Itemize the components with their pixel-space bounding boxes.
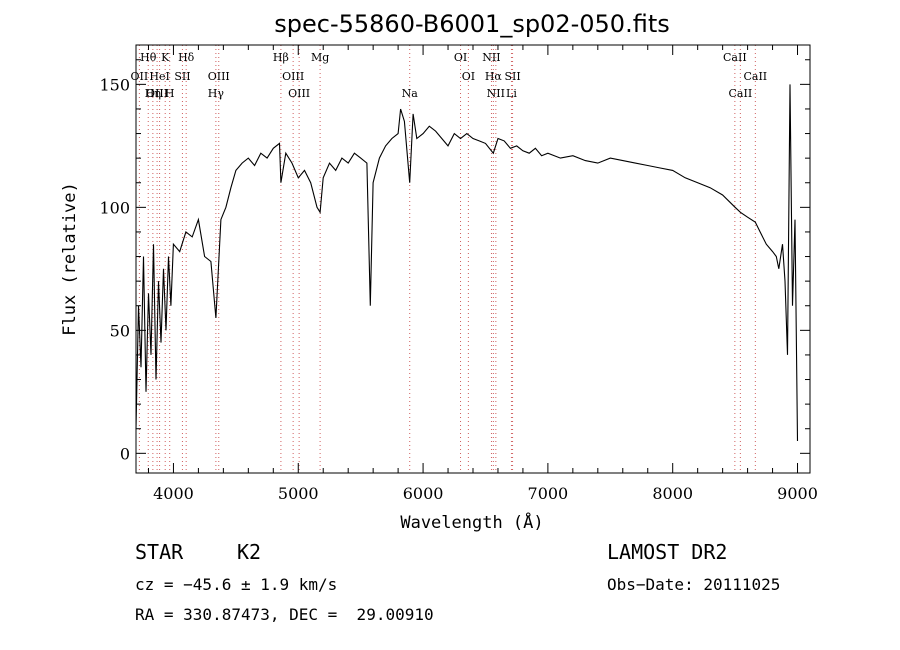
spectral-line-label: Hη xyxy=(145,87,161,100)
y-tick-label: 150 xyxy=(99,75,130,94)
spectral-line-label: CaII xyxy=(723,51,747,64)
object-subclass: K2 xyxy=(237,540,262,564)
spectral-line-label: Hθ xyxy=(140,51,157,64)
spectral-line-label: SII xyxy=(504,70,520,83)
y-axis: 0 50 100 150 xyxy=(99,59,810,463)
x-tick-label: 5000 xyxy=(278,484,319,503)
spectral-line-label: K xyxy=(161,51,170,64)
redshift-cz: cz = −45.6 ± 1.9 km/s xyxy=(135,575,338,594)
spectral-line-label: Hβ xyxy=(273,51,289,64)
spectral-line-label: OI xyxy=(462,70,475,83)
spectral-line-label: Hα xyxy=(485,70,503,83)
chart-title: spec-55860-B6001_sp02-050.fits xyxy=(274,10,669,38)
spectral-line-label: CaII xyxy=(729,87,753,100)
x-tick-label: 7000 xyxy=(528,484,569,503)
plot-frame xyxy=(135,44,811,474)
spectral-line-label: HeI xyxy=(149,70,169,83)
spectral-line-label: Li xyxy=(506,87,517,100)
observation-date: Obs−Date: 20111025 xyxy=(607,575,781,594)
sky-coordinates: RA = 330.87473, DEC = 29.00910 xyxy=(135,605,434,624)
flux-series xyxy=(135,84,799,442)
y-tick-label: 50 xyxy=(110,321,130,340)
spectral-line-label: Hδ xyxy=(178,51,195,64)
flux-line xyxy=(135,84,799,442)
spectral-line-markers xyxy=(138,45,756,473)
y-tick-label: 0 xyxy=(120,444,130,463)
y-axis-label: Flux (relative) xyxy=(60,182,80,336)
spectral-line-label: Mg xyxy=(311,51,329,64)
spectral-line-label: OI xyxy=(454,51,467,64)
spectrum-chart: spec-55860-B6001_sp02-050.fits Hθ K Hδ Hβ Mg… xyxy=(60,10,818,533)
spectral-line-label: SII xyxy=(174,70,190,83)
spectral-line-label: OIII xyxy=(282,70,304,83)
x-tick-label: 4000 xyxy=(153,484,194,503)
spectral-line-label: Hγ xyxy=(208,87,225,100)
spectral-line-label: NII xyxy=(482,51,500,64)
y-tick-label: 100 xyxy=(99,198,130,217)
spectral-line-label: CaII xyxy=(743,70,767,83)
spectral-line-label: OII xyxy=(131,70,149,83)
spectral-line-label: H xyxy=(165,87,175,100)
x-axis: 4000 5000 6000 7000 8000 9000 xyxy=(147,45,818,503)
survey-name: LAMOST DR2 xyxy=(607,540,728,564)
spectral-line-label: Na xyxy=(402,87,419,100)
spectral-line-label: OIII xyxy=(146,87,168,100)
x-tick-label: 8000 xyxy=(652,484,693,503)
spectral-line-label: OIII xyxy=(208,70,230,83)
object-class: STAR xyxy=(135,540,184,564)
spectral-line-label: OIII xyxy=(288,87,310,100)
x-axis-label: Wavelength (Å) xyxy=(400,511,543,533)
x-tick-label: 9000 xyxy=(777,484,818,503)
spectral-line-label: NII xyxy=(487,87,505,100)
x-tick-label: 6000 xyxy=(403,484,444,503)
